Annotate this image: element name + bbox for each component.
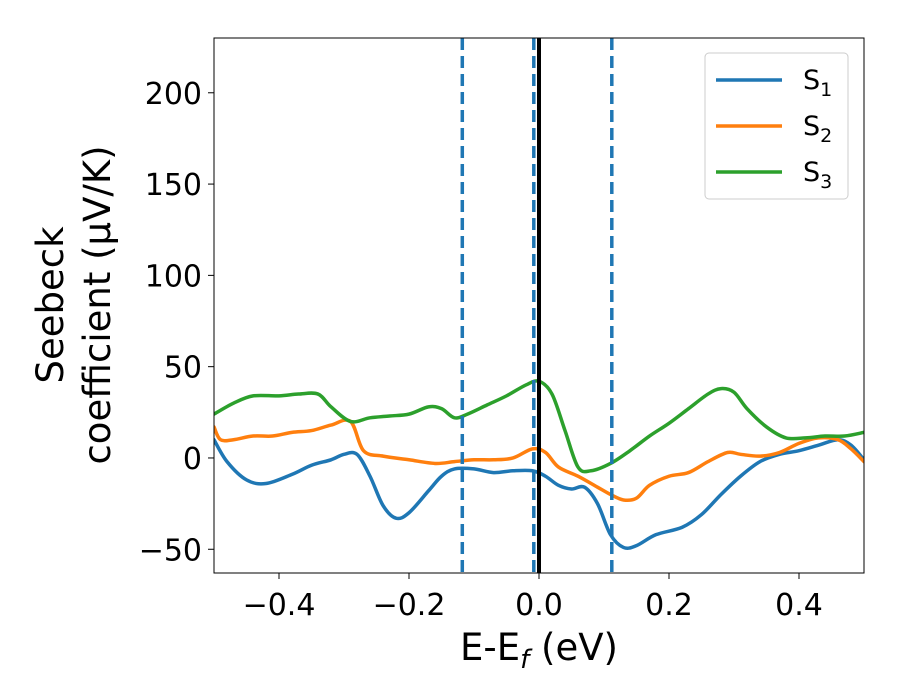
y-tick-label: 150 xyxy=(145,168,202,203)
x-axis-title: E-Ef (eV) xyxy=(460,626,618,675)
x-tick-label: 0.4 xyxy=(775,588,823,623)
y-tick-label: 0 xyxy=(183,442,202,477)
y-axis-title-line1: Seebeck xyxy=(29,226,72,384)
series-line-s3 xyxy=(214,379,864,474)
legend-label-s2: S2 xyxy=(803,111,832,147)
x-axis-title-main: E-E xyxy=(460,626,520,669)
x-tick-label: −0.2 xyxy=(373,588,446,623)
y-axis-title: Seebeck coefficient (μV/K) xyxy=(29,145,119,464)
y-axis-ticks: −50 0 50 100 150 200 xyxy=(139,77,214,568)
legend-entries: S1 S2 S3 xyxy=(716,65,832,193)
reference-lines xyxy=(460,38,614,573)
x-axis-ticks: −0.4 −0.2 0.0 0.2 0.4 xyxy=(243,573,823,623)
x-tick-label: −0.4 xyxy=(243,588,316,623)
legend-label-s3: S3 xyxy=(803,157,832,193)
y-tick-label: −50 xyxy=(139,533,202,568)
y-tick-label: 100 xyxy=(145,259,202,294)
series-line-s2 xyxy=(214,418,864,503)
y-tick-label: 50 xyxy=(164,351,202,386)
x-tick-label: 0.2 xyxy=(645,588,693,623)
legend-label-s1: S1 xyxy=(803,65,832,101)
y-axis-title-line2: coefficient (μV/K) xyxy=(76,145,119,464)
legend: S1 S2 S3 xyxy=(704,52,849,200)
x-tick-label: 0.0 xyxy=(515,588,563,623)
y-tick-label: 200 xyxy=(145,77,202,112)
x-axis-title-tail: (eV) xyxy=(529,626,618,669)
